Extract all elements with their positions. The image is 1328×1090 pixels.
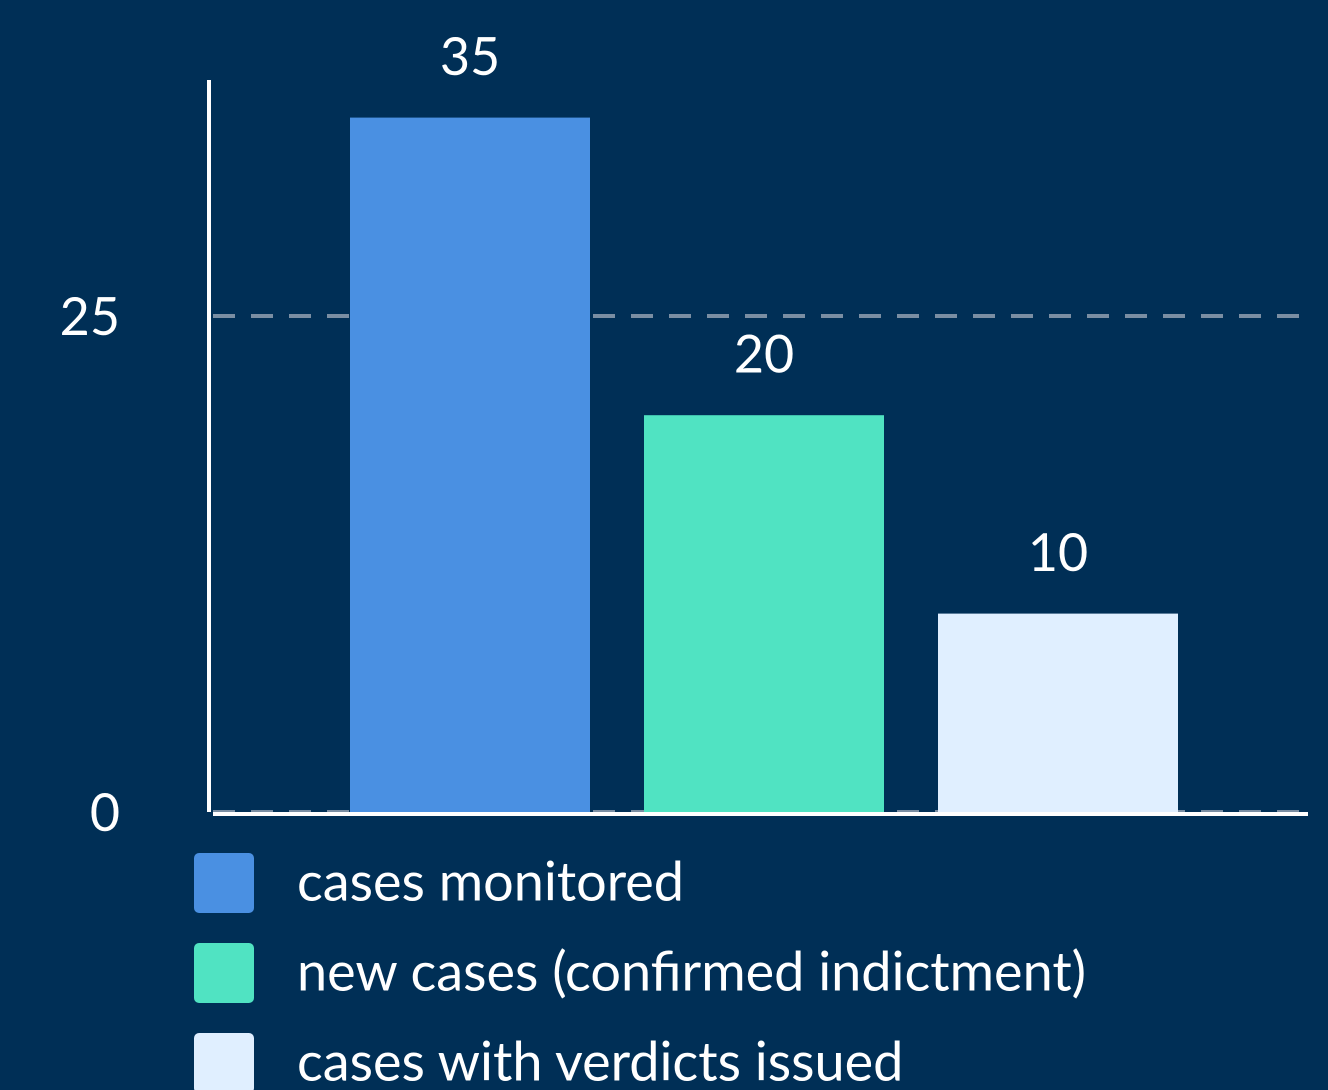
value-label: 10 [1028,521,1088,583]
bar [644,415,884,812]
legend-label: cases monitored [297,848,684,913]
value-label: 20 [734,322,794,384]
y-tick-label: 0 [90,781,120,843]
legend-swatch [194,1033,254,1090]
value-label: 35 [440,25,500,87]
bar [350,117,590,813]
y-tick-label: 25 [60,285,120,347]
legend-swatch [194,853,254,913]
legend-label: cases with verdicts issued [297,1028,903,1090]
bar [938,613,1178,812]
legend-swatch [194,943,254,1003]
legend-label: new cases (confirmed indictment) [297,938,1086,1003]
